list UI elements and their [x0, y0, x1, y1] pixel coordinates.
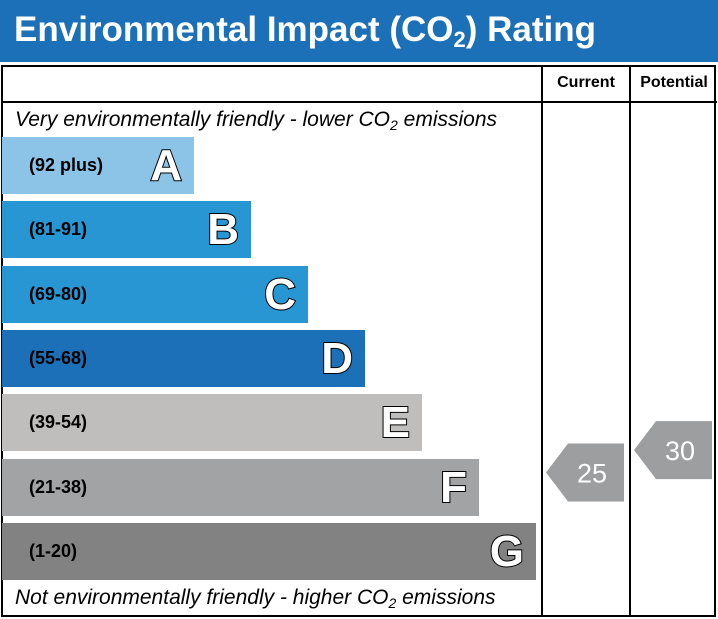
- band-g: (1-20) G: [2, 522, 536, 580]
- top-note-subscript: 2: [390, 117, 398, 133]
- band-d-range: (55-68): [29, 347, 88, 368]
- band-f: (21-38) F: [2, 458, 479, 516]
- band-c-letter: C: [263, 269, 297, 320]
- band-g-letter: G: [489, 526, 525, 577]
- bottom-note: Not environmentally friendly - higher CO…: [15, 586, 496, 610]
- band-b-range: (81-91): [29, 219, 88, 240]
- band-b: (81-91) B: [2, 201, 251, 259]
- band-a: (92 plus) A: [2, 137, 194, 194]
- title-suffix: ) Rating: [465, 10, 597, 49]
- band-c: (69-80) C: [2, 265, 308, 323]
- band-b-letter: B: [206, 204, 240, 255]
- potential-indicator: [634, 421, 712, 480]
- top-note-suffix: emissions: [397, 108, 498, 131]
- band-f-letter: F: [439, 462, 468, 513]
- title-subscript: 2: [453, 27, 466, 52]
- bottom-note-subscript: 2: [388, 595, 397, 611]
- band-d: (55-68) D: [2, 329, 365, 387]
- band-a-letter: A: [149, 140, 183, 191]
- chart-title: Environmental Impact (CO2) Rating: [14, 10, 597, 52]
- band-g-range: (1-20): [29, 540, 78, 561]
- title-banner: Environmental Impact (CO2) Rating: [0, 0, 718, 62]
- current-column-divider: [541, 65, 543, 617]
- band-e: (39-54) E: [2, 394, 422, 452]
- bottom-note-text: Not environmentally friendly - higher CO: [15, 586, 389, 609]
- potential-column-divider: [629, 65, 631, 617]
- potential-value: 30: [665, 436, 695, 466]
- top-note: Very environmentally friendly - lower CO…: [15, 108, 497, 132]
- potential-column-header: Potential: [640, 74, 708, 91]
- band-f-range: (21-38): [29, 476, 88, 497]
- header-row-divider: [1, 101, 717, 103]
- band-a-range: (92 plus): [29, 155, 104, 175]
- title-text: Environmental Impact (CO: [14, 10, 454, 49]
- band-c-range: (69-80): [29, 283, 88, 304]
- band-e-letter: E: [380, 397, 411, 448]
- top-note-text: Very environmentally friendly - lower CO: [15, 108, 391, 131]
- bottom-note-suffix: emissions: [396, 586, 496, 609]
- current-column-header: Current: [557, 74, 615, 91]
- current-value: 25: [577, 458, 607, 488]
- band-e-range: (39-54): [29, 412, 88, 433]
- band-d-letter: D: [320, 333, 354, 384]
- current-indicator: [546, 443, 624, 502]
